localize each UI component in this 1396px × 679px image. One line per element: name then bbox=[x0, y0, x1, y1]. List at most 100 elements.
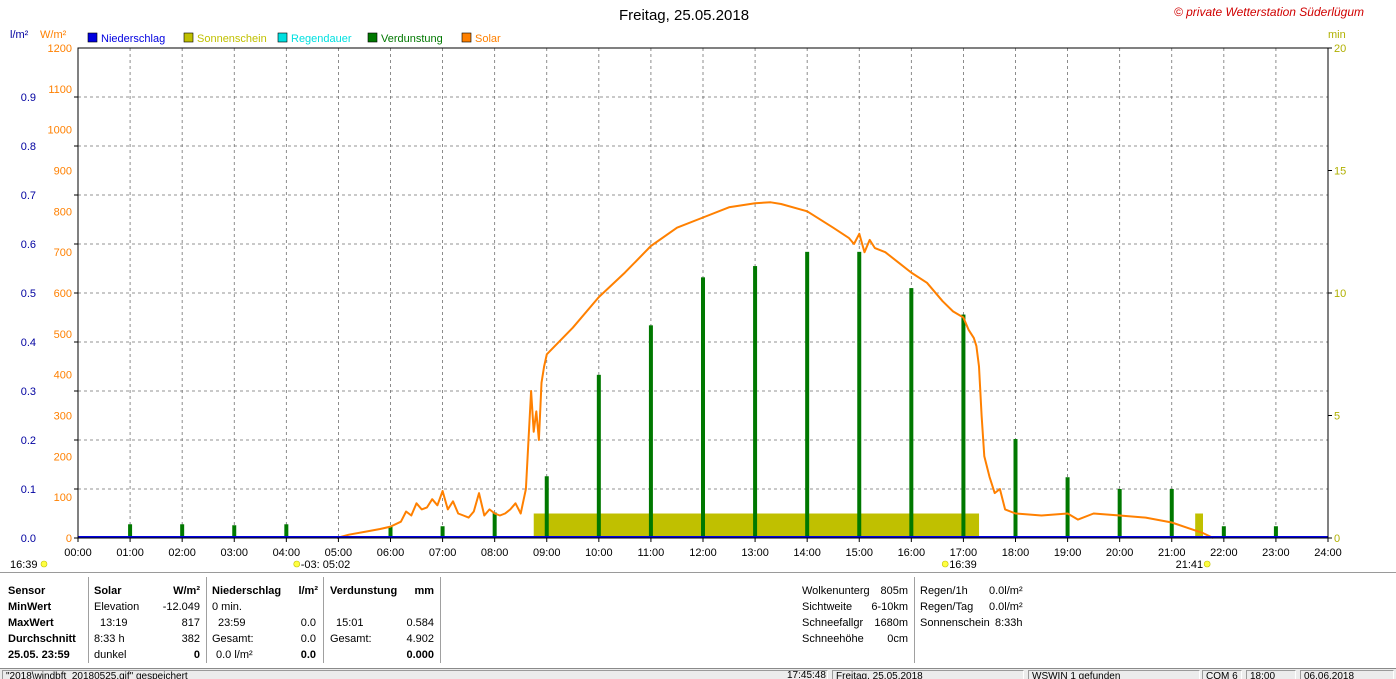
solar-series bbox=[336, 201, 1214, 539]
x-tick-label: 10:00 bbox=[585, 547, 613, 559]
chart-axes: 00:00 01:00 02:00 03:00 04:00 05:00 06:00 07:00… bbox=[21, 43, 1347, 559]
status-device: WSWIN 1 gefunden bbox=[1028, 670, 1200, 679]
solar-tick-label: 1100 bbox=[48, 84, 72, 96]
x-tick-label: 05:00 bbox=[325, 547, 353, 559]
x-tick-label: 17:00 bbox=[950, 547, 978, 559]
sun-marker-icon bbox=[40, 560, 48, 568]
x-tick-label: 18:00 bbox=[1002, 547, 1030, 559]
niederschlag-cell: Gesamt: bbox=[212, 633, 254, 645]
left-tick-label: 0.2 bbox=[21, 435, 36, 447]
left-tick-label: 0.3 bbox=[21, 386, 36, 398]
rain-label: Regen/Tag bbox=[920, 601, 974, 613]
status-date: Freitag, 25.05.2018 bbox=[832, 670, 1024, 679]
right-tick-label: 20 bbox=[1334, 43, 1346, 55]
right-tick-label: 0 bbox=[1334, 533, 1340, 545]
separator bbox=[206, 577, 207, 663]
left-axis-unit: l/m² bbox=[10, 29, 29, 41]
verdunstung-bar bbox=[388, 526, 393, 538]
verdunstung-bar bbox=[596, 374, 601, 538]
right-tick-label: 15 bbox=[1334, 166, 1346, 178]
x-tick-label: 22:00 bbox=[1210, 547, 1238, 559]
verdunstung-bar bbox=[1117, 489, 1122, 538]
verdunstung-bar bbox=[492, 512, 497, 538]
verdunstung-bar bbox=[1169, 489, 1174, 538]
right-axis-unit: min bbox=[1328, 29, 1346, 41]
x-tick-label: 14:00 bbox=[793, 547, 821, 559]
solar-cell: 13:19 bbox=[100, 617, 128, 629]
solar-cell: 8:33 h bbox=[94, 633, 125, 645]
left-tick-label: 0.7 bbox=[21, 190, 36, 202]
solar-value: 382 bbox=[181, 633, 200, 645]
extra-value: 0cm bbox=[887, 633, 908, 645]
sonnenschein-series bbox=[533, 513, 1203, 538]
status-port: COM 6 bbox=[1202, 670, 1242, 679]
left-tick-label: 0.1 bbox=[21, 484, 36, 496]
verdunstung-bar bbox=[1221, 526, 1226, 538]
verdunstung-value: 0.584 bbox=[406, 617, 434, 629]
verdunstung-bar bbox=[128, 524, 133, 538]
solar-tick-label: 100 bbox=[54, 492, 72, 504]
left-tick-label: 0.0 bbox=[21, 533, 36, 545]
niederschlag-value: 0.0 bbox=[300, 633, 316, 645]
solar-value: 0 bbox=[193, 649, 200, 661]
sun-marker-icon bbox=[1203, 560, 1211, 568]
extra-label: Schneehöhe bbox=[802, 633, 864, 645]
left-tick-label: 0.4 bbox=[21, 337, 36, 349]
solar-tick-label: 200 bbox=[54, 451, 72, 463]
solar-axis-unit: W/m² bbox=[40, 29, 67, 41]
x-tick-label: 04:00 bbox=[273, 547, 301, 559]
legend-label: Niederschlag bbox=[101, 33, 165, 45]
x-tick-label: 24:00 bbox=[1314, 547, 1342, 559]
rain-value: 0.0l/m² bbox=[989, 585, 1023, 597]
x-tick-label: 06:00 bbox=[377, 547, 405, 559]
rain-label: Sonnenschein bbox=[920, 617, 990, 629]
verdunstung-value: 4.902 bbox=[406, 633, 434, 645]
legend-swatch bbox=[183, 32, 194, 43]
extra-label: Schneefallgr bbox=[802, 617, 864, 629]
verdunstung-bar bbox=[961, 314, 966, 538]
copyright-label: © private Wetterstation Süderlügum bbox=[1174, 5, 1364, 19]
solar-tick-label: 500 bbox=[54, 329, 72, 341]
separator bbox=[323, 577, 324, 663]
solar-tick-label: 0 bbox=[66, 533, 72, 545]
solar-tick-label: 600 bbox=[54, 288, 72, 300]
solar-line bbox=[336, 201, 1214, 539]
niederschlag-cell: 0.0 l/m² bbox=[216, 649, 253, 661]
x-tick-label: 15:00 bbox=[845, 547, 873, 559]
chart-legend: Niederschlag Sonnenschein Regendauer Verdun… bbox=[87, 32, 501, 45]
right-tick-label: 5 bbox=[1334, 411, 1340, 423]
legend-swatch bbox=[277, 32, 288, 43]
time-marker-label: 16:39 bbox=[949, 559, 977, 571]
right-tick-label: 10 bbox=[1334, 288, 1346, 300]
extra-value: 805m bbox=[880, 585, 908, 597]
sensor-row: MaxWert bbox=[8, 617, 54, 629]
status-time: 17:45:48 bbox=[787, 670, 826, 679]
verdunstung-bar bbox=[857, 251, 862, 538]
legend-swatch bbox=[461, 32, 472, 43]
niederschlag-value: 0.0 bbox=[300, 617, 316, 629]
x-tick-label: 09:00 bbox=[533, 547, 561, 559]
left-tick-label: 0.6 bbox=[21, 239, 36, 251]
solar-tick-label: 400 bbox=[54, 370, 72, 382]
solar-value: 817 bbox=[181, 617, 200, 629]
solar-header: Solar bbox=[94, 585, 122, 597]
x-tick-label: 12:00 bbox=[689, 547, 717, 559]
separator bbox=[914, 577, 915, 663]
status-next: 18:00 bbox=[1246, 670, 1296, 679]
legend-label: Sonnenschein bbox=[197, 33, 267, 45]
solar-cell: dunkel bbox=[94, 649, 127, 661]
verdunstung-bar bbox=[1273, 526, 1278, 538]
verdunstung-bar bbox=[1065, 477, 1070, 538]
verdunstung-bar bbox=[440, 526, 445, 538]
time-markers: 16:39 -03: 05:02 16:39 21:41 bbox=[10, 559, 1211, 571]
verdunstung-bar bbox=[648, 325, 653, 538]
separator bbox=[440, 577, 441, 663]
verdunstung-unit: mm bbox=[414, 585, 434, 597]
verdunstung-bar bbox=[544, 476, 549, 538]
verdunstung-bar bbox=[232, 525, 237, 538]
left-tick-label: 0.9 bbox=[21, 92, 36, 104]
verdunstung-bar bbox=[701, 277, 705, 538]
status-message: "2018\windbft_20180525.gif" gespeichert bbox=[2, 670, 828, 679]
solar-tick-label: 900 bbox=[54, 166, 72, 178]
verdunstung-bar bbox=[284, 524, 289, 538]
